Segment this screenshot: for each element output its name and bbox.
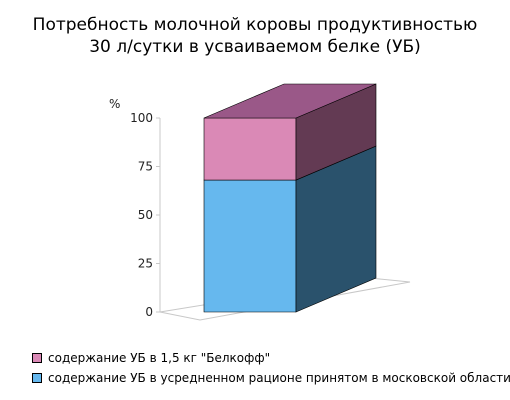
legend-item: содержание УБ в усредненном рационе прин… [32, 368, 510, 388]
chart-title-line-1: Потребность молочной коровы продуктивнос… [32, 15, 478, 35]
chart-title-line-2: 30 л/сутки в усваиваемом белке (УБ) [89, 37, 421, 57]
bar-segment [203, 83, 377, 181]
chart-title: Потребность молочной коровы продуктивнос… [0, 14, 510, 58]
legend-label: содержание УБ в усредненном рационе прин… [48, 371, 510, 385]
y-tick-label: 0 [145, 305, 153, 319]
y-tick-label: 100 [130, 111, 153, 125]
legend-swatch [32, 353, 42, 363]
bar-front-face [203, 117, 297, 181]
y-tick-label: 75 [138, 160, 153, 174]
y-tick-label: 50 [138, 208, 153, 222]
stacked-bar [203, 83, 377, 313]
bar-front-face [203, 179, 297, 313]
legend-label: содержание УБ в 1,5 кг "Белкофф" [48, 351, 271, 365]
legend-swatch [32, 373, 42, 383]
y-axis: 0 25 50 75 100% [109, 97, 161, 319]
bar-top-face [203, 83, 377, 119]
legend-item: содержание УБ в 1,5 кг "Белкофф" [32, 348, 510, 368]
y-tick-label: 25 [138, 257, 153, 271]
y-axis-unit: % [109, 97, 120, 111]
legend: содержание УБ в 1,5 кг "Белкофф" содержан… [32, 348, 510, 388]
